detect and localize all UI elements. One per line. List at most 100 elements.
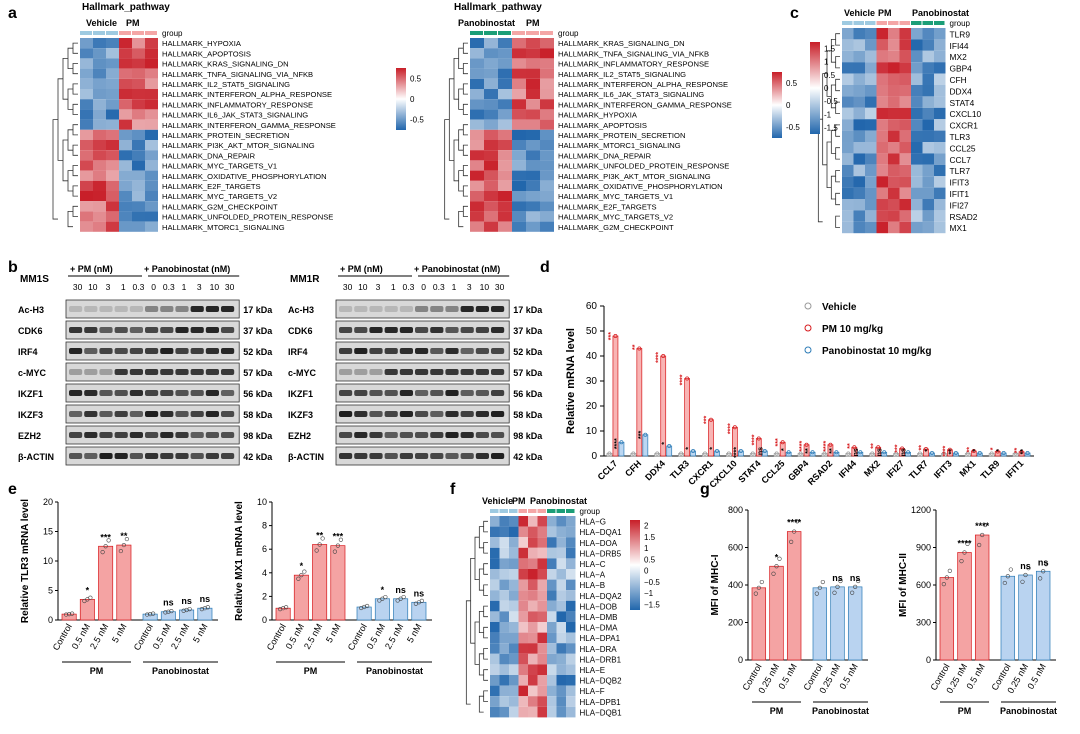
sb-y-label: MFI of MHC-II (898, 553, 909, 617)
heatmap-cell (528, 579, 538, 591)
heatmap-cell (540, 48, 554, 59)
blot-band (129, 390, 143, 396)
d-y-tick-label: 0 (591, 451, 597, 462)
heatmap-dendrogram (67, 47, 73, 69)
heatmap-cell (876, 107, 888, 120)
heatmap-cell (106, 191, 119, 202)
sb-point (838, 578, 843, 584)
blot-band (84, 390, 98, 396)
heatmap-cell (93, 129, 106, 140)
sb-y-label: Relative TLR3 mRNA level (20, 499, 31, 623)
heatmap-cell (853, 96, 865, 108)
d-bar (845, 453, 852, 457)
blot-band (84, 432, 98, 438)
pa-right-legend-label: 0 (786, 101, 791, 110)
heatmap-dendrogram (483, 520, 488, 533)
blot-band (175, 390, 189, 396)
heatmap-cell (509, 600, 519, 612)
heatmap-cell (526, 221, 540, 232)
sb-point (314, 548, 319, 553)
d-bar (947, 449, 953, 457)
heatmap-cell (556, 526, 566, 538)
sb-y-tick-label: 2 (262, 591, 267, 601)
heatmap-cell (484, 170, 498, 181)
heatmap-cell (512, 99, 526, 110)
sb-sig: ns (1038, 557, 1049, 567)
heatmap-cell (526, 160, 540, 171)
blot-band (369, 411, 383, 417)
sb-point (118, 548, 123, 554)
blot-dose-label: 3 (106, 282, 111, 292)
d-sig-pan: ** (829, 448, 836, 454)
heatmap-cell (528, 526, 538, 538)
heatmap-group-label: Vehicle (844, 8, 875, 18)
heatmap-cell (922, 28, 934, 40)
heatmap-group-bar (518, 509, 527, 513)
d-legend-marker (804, 302, 812, 310)
heatmap-heading: Hallmark_pathway (82, 2, 170, 13)
blot-band (129, 411, 143, 417)
heatmap-cell (93, 109, 106, 120)
heatmap-cell (922, 199, 934, 211)
sb-bar (847, 586, 863, 661)
blot-band (354, 369, 368, 375)
heatmap-cell (498, 211, 512, 222)
heatmap-dendrogram (478, 568, 484, 591)
blot-protein-label: IKZF3 (18, 410, 43, 420)
d-bar (964, 453, 971, 457)
heatmap-cell (842, 210, 854, 222)
heatmap-cell (93, 38, 106, 49)
sb-point (835, 584, 840, 589)
sb-point (278, 607, 283, 612)
d-sig-pm: *** (608, 332, 615, 340)
heatmap-cell (145, 160, 158, 171)
heatmap-cell (509, 516, 519, 527)
heatmap-row-label: IFIT3 (950, 178, 970, 188)
blot-band (415, 411, 429, 417)
heatmap-cell (934, 96, 946, 108)
heatmap-dendrogram (465, 600, 471, 705)
heatmap-row-label: HALLMARK_OXIDATIVE_PHOSPHORYLATION (558, 182, 723, 191)
blot-band (399, 369, 413, 375)
heatmap-cell (899, 73, 911, 85)
d-sig-pan: * (996, 449, 1003, 452)
heatmap-cell (119, 180, 132, 191)
sb-point (817, 585, 822, 590)
heatmap-cell (537, 653, 547, 665)
heatmap-cell (499, 632, 509, 644)
heatmap-cell (145, 109, 158, 120)
heatmap-dendrogram (462, 42, 468, 54)
heatmap-cell (512, 160, 526, 171)
heatmap-dendrogram (462, 165, 468, 177)
blot-band (145, 369, 159, 375)
heatmap-cell (145, 119, 158, 130)
blot-band (369, 453, 383, 459)
d-point (709, 417, 713, 422)
d-point (953, 451, 958, 455)
d-category-label: RSAD2 (806, 458, 835, 487)
sb-bar (116, 544, 132, 621)
d-sig-pan: * (662, 442, 669, 445)
d-bar (666, 445, 673, 457)
sb-point (296, 576, 301, 581)
heatmap-cell (537, 696, 547, 707)
heatmap-cell (518, 706, 528, 718)
blot-band (339, 306, 353, 312)
d-sig-pm: *** (775, 438, 782, 446)
heatmap-cell (145, 221, 158, 232)
heatmap-cell (470, 129, 484, 140)
heatmap-cell (876, 199, 888, 211)
blot-band (399, 411, 413, 417)
heatmap-cell (537, 675, 547, 686)
heatmap-cell (876, 96, 888, 108)
d-point (858, 450, 863, 455)
heatmap-dendrogram (835, 33, 840, 46)
d-point (685, 376, 690, 381)
sb-bar (142, 613, 158, 621)
pc-legend-label: 1.5 (824, 45, 836, 54)
sb-y-tick-label: 400 (728, 580, 743, 590)
blot-band (175, 369, 189, 375)
sb-bar (374, 598, 390, 621)
d-sig-pm: ** (847, 443, 854, 449)
